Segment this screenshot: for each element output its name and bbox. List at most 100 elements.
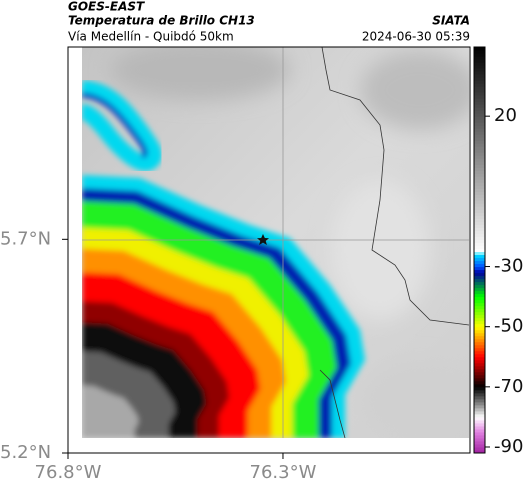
colorbar-swatch: [474, 437, 485, 442]
colorbar-swatch: [474, 137, 485, 141]
colorbar-swatch: [474, 248, 485, 253]
colorbar-swatch: [474, 104, 485, 108]
colorbar-swatch: [474, 416, 485, 421]
colorbar-swatch: [474, 200, 485, 204]
colorbar-swatch: [474, 188, 485, 192]
colorbar-swatch: [474, 260, 485, 265]
colorbar-swatch: [474, 95, 485, 99]
colorbar-swatch: [474, 284, 485, 289]
colorbar-swatch: [474, 89, 485, 93]
colorbar-swatch: [474, 380, 485, 385]
colorbar-swatch: [474, 359, 485, 364]
colorbar-swatch: [474, 428, 485, 433]
colorbar-swatch: [474, 131, 485, 135]
colorbar-swatch: [474, 125, 485, 129]
colorbar-swatch: [474, 389, 485, 394]
colorbar-swatch: [474, 62, 485, 66]
colorbar-swatch: [474, 128, 485, 132]
colorbar-swatch: [474, 92, 485, 96]
colorbar-swatch: [474, 119, 485, 123]
colorbar: 20 -30 -50 -70 -90: [473, 46, 523, 457]
subtitle: Vía Medellín - Quibdó 50km: [68, 30, 234, 44]
colorbar-swatch: [474, 401, 485, 406]
satellite-image: [82, 47, 469, 438]
colorbar-swatch: [474, 53, 485, 57]
colorbar-swatch: [474, 155, 485, 159]
colorbar-swatch: [474, 320, 485, 325]
colorbar-swatch: [474, 167, 485, 171]
colorbar-tick-label: 20: [494, 105, 517, 126]
y-tick-label: 5.7°N: [0, 228, 51, 249]
title: Temperatura de Brillo CH13: [68, 14, 255, 28]
colorbar-swatch: [474, 350, 485, 355]
colorbar-swatch: [474, 305, 485, 310]
colorbar-swatch: [474, 338, 485, 343]
colorbar-swatch: [474, 440, 485, 445]
colorbar-swatch: [474, 176, 485, 180]
colorbar-swatch: [474, 344, 485, 349]
colorbar-swatch: [474, 446, 485, 451]
colorbar-swatch: [474, 449, 485, 454]
colorbar-swatch: [474, 182, 485, 186]
colorbar-swatch: [474, 206, 485, 210]
colorbar-swatch: [474, 185, 485, 189]
colorbar-swatch: [474, 272, 485, 277]
colorbar-swatch: [474, 311, 485, 316]
colorbar-swatch: [474, 161, 485, 165]
colorbar-swatch: [474, 224, 485, 228]
colorbar-swatch: [474, 422, 485, 427]
colorbar-swatch: [474, 398, 485, 403]
datetime: 2024-06-30 05:39: [362, 30, 470, 44]
colorbar-swatch: [474, 293, 485, 298]
colorbar-swatch: [474, 236, 485, 240]
colorbar-swatch: [474, 392, 485, 397]
colorbar-swatch: [474, 191, 485, 195]
colorbar-swatch: [474, 221, 485, 225]
colorbar-swatch: [474, 194, 485, 198]
colorbar-tick-label: -50: [494, 316, 523, 337]
colorbar-swatch: [474, 263, 485, 268]
colorbar-swatch: [474, 143, 485, 147]
colorbar-swatch: [474, 386, 485, 391]
map-frame: [67, 46, 471, 454]
colorbar-swatch: [474, 383, 485, 388]
colorbar-swatch: [474, 410, 485, 415]
product: GOES-EAST: [68, 0, 145, 14]
colorbar-swatch: [474, 203, 485, 207]
colorbar-swatch: [474, 74, 485, 78]
colorbar-swatch: [474, 308, 485, 313]
colorbar-swatch: [474, 407, 485, 412]
colorbar-swatch: [474, 341, 485, 346]
colorbar-swatch: [474, 431, 485, 436]
colorbar-swatch: [474, 71, 485, 75]
colorbar-swatch: [474, 419, 485, 424]
colorbar-swatch: [474, 365, 485, 370]
colorbar-swatch: [474, 233, 485, 237]
colorbar-swatch: [474, 242, 485, 246]
colorbar-swatch: [474, 257, 485, 262]
colorbar-swatch: [474, 173, 485, 177]
colorbar-swatch: [474, 98, 485, 102]
x-tick-label: 76.3°W: [250, 462, 317, 483]
colorbar-swatch: [474, 326, 485, 331]
colorbar-swatch: [474, 59, 485, 63]
colorbar-swatch: [474, 122, 485, 126]
colorbar-swatch: [474, 362, 485, 367]
colorbar-swatch: [474, 377, 485, 382]
x-tick-label: 76.8°W: [35, 462, 102, 483]
colorbar-swatch: [474, 215, 485, 219]
colorbar-swatch: [474, 77, 485, 81]
source: SIATA: [432, 14, 470, 28]
colorbar-swatch: [474, 218, 485, 222]
colorbar-swatch: [474, 287, 485, 292]
colorbar-swatch: [474, 323, 485, 328]
colorbar-swatch: [474, 314, 485, 319]
colorbar-swatch: [474, 269, 485, 274]
colorbar-swatch: [474, 329, 485, 334]
colorbar-swatch: [474, 332, 485, 337]
colorbar-swatch: [474, 251, 485, 256]
colorbar-swatch: [474, 281, 485, 286]
colorbar-swatch: [474, 335, 485, 340]
colorbar-tick-label: -90: [494, 436, 523, 457]
colorbar-swatch: [474, 56, 485, 60]
